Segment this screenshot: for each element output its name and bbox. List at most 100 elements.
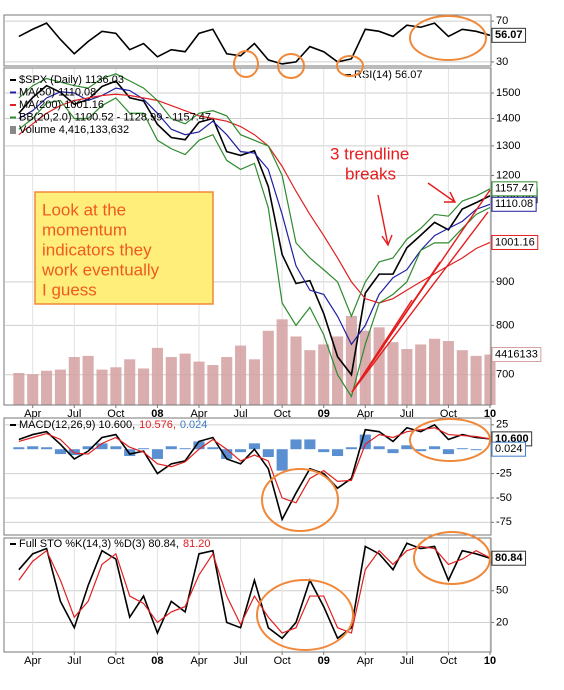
- end-label: 56.07: [495, 29, 523, 41]
- bar: [68, 357, 80, 405]
- series-line: [18, 545, 491, 634]
- y-tick-label: 900: [496, 276, 514, 288]
- bar: [290, 439, 302, 450]
- bar: [124, 359, 136, 405]
- bar: [235, 345, 247, 405]
- ring: [261, 468, 339, 532]
- note-line: Look at the: [42, 200, 126, 219]
- bar: [193, 441, 205, 450]
- x-tick-label: Apr: [190, 408, 207, 420]
- bar: [442, 341, 454, 405]
- note-line: indicators they: [42, 240, 152, 259]
- note-line: I guess: [42, 280, 97, 299]
- y-tick-label: 25: [496, 419, 508, 431]
- bar: [318, 344, 330, 405]
- bar: [179, 353, 191, 405]
- bar: [401, 349, 413, 405]
- x-tick-label: Oct: [440, 655, 457, 667]
- highlight-rings: [233, 15, 491, 651]
- bar: [456, 350, 468, 405]
- end-label: 0.024: [495, 443, 523, 455]
- arrow: [427, 182, 457, 203]
- x-tick-label: Jul: [234, 655, 248, 667]
- end-label: 80.84: [495, 552, 523, 564]
- bar: [456, 448, 468, 450]
- bar: [415, 449, 427, 452]
- bar: [262, 330, 274, 405]
- bar: [179, 448, 191, 450]
- trendline: [351, 299, 413, 393]
- ring: [409, 418, 491, 462]
- bar: [96, 369, 108, 405]
- bar: [345, 315, 357, 405]
- series-line: [18, 80, 491, 377]
- plot-area: 30 70 RSI(14) 56.07 56.07 700 800 900 1200 1300 1…: [5, 15, 542, 667]
- x-tick-label: Jul: [67, 408, 81, 420]
- ring: [413, 531, 491, 585]
- y-tick-label: 30: [496, 56, 508, 68]
- bar: [276, 319, 288, 405]
- y-tick-label: 1400: [496, 112, 520, 124]
- x-tick-label: Jul: [400, 655, 414, 667]
- trendlines: [351, 182, 491, 393]
- bar: [207, 447, 219, 450]
- x-tick-label: 09: [318, 655, 330, 667]
- sto-frame: [3, 537, 492, 653]
- bar: [151, 347, 163, 405]
- x-tick-label: Apr: [24, 408, 41, 420]
- x-tick-label: Jul: [234, 408, 248, 420]
- bar: [332, 449, 344, 457]
- x-tick-label: Jul: [67, 655, 81, 667]
- bar: [276, 449, 288, 471]
- note-box: [34, 191, 214, 305]
- x-tick-label: Oct: [274, 408, 291, 420]
- y-tick-label: 1200: [496, 169, 520, 181]
- y-tick-label: 70: [496, 15, 508, 27]
- grid: [5, 20, 490, 63]
- end-label: 1157.47: [495, 183, 534, 195]
- x-tick-label: Oct: [440, 408, 457, 420]
- legend-entry: MA(200) 1001.16: [19, 99, 104, 111]
- bar: [82, 446, 94, 450]
- legend-swatch: [10, 126, 16, 134]
- bar: [415, 344, 427, 405]
- end-label: 1110.08: [495, 198, 533, 210]
- series-line: [18, 427, 491, 504]
- legend-entry: 0.024: [180, 419, 208, 431]
- trendline: [351, 211, 489, 393]
- bar: [41, 447, 53, 450]
- bar: [13, 447, 25, 450]
- note-line: work eventually: [41, 260, 160, 279]
- x-tick-label: Apr: [357, 655, 374, 667]
- bar: [359, 434, 371, 450]
- end-label-box: [491, 27, 527, 43]
- bar: [318, 449, 330, 453]
- callout: breaks: [345, 164, 396, 183]
- bar: [54, 449, 66, 455]
- bar: [138, 368, 150, 405]
- x-tick-label: 10: [484, 408, 496, 420]
- bar: [304, 439, 316, 450]
- end-label-box: [491, 441, 527, 457]
- y-tick-label: 700: [496, 369, 514, 381]
- bar: [470, 355, 482, 405]
- end-label-box: [491, 181, 538, 197]
- y-tick-label: -75: [496, 516, 512, 528]
- bar: [304, 350, 316, 405]
- ring: [233, 50, 259, 78]
- end-label-box: [491, 196, 537, 212]
- series-line: [18, 423, 491, 522]
- legend-entry: RSI(14) 56.07: [354, 69, 422, 81]
- grid: [5, 424, 490, 523]
- bar: [429, 338, 441, 405]
- y-tick-label: 20: [496, 616, 508, 628]
- series-line: [18, 542, 491, 640]
- bar: [82, 355, 94, 405]
- ring: [256, 579, 354, 651]
- legend-entry: 81.20: [183, 538, 211, 550]
- bar: [373, 327, 385, 405]
- end-label-box: [491, 550, 527, 566]
- bar: [248, 359, 260, 405]
- series-line: [18, 93, 491, 304]
